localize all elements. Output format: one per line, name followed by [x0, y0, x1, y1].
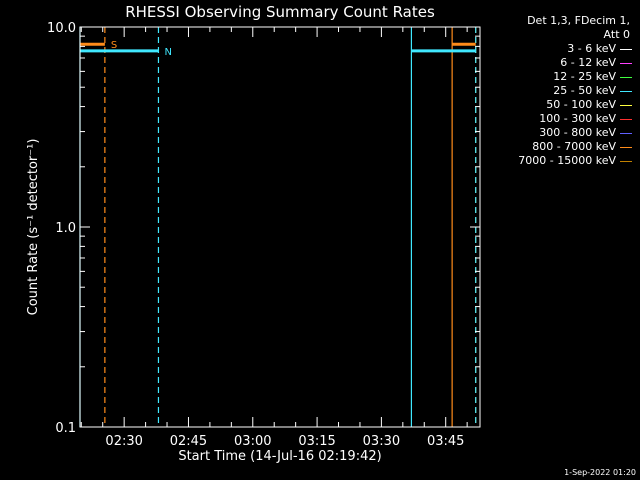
x-tick-label-1: 02:45: [170, 434, 207, 449]
legend-swatch: [620, 91, 632, 92]
legend-swatch: [620, 147, 632, 148]
x-axis-label: Start Time (14-Jul-16 02:19:42): [178, 449, 381, 464]
legend-entry: 7000 - 15000 keV: [480, 154, 636, 168]
legend-swatch: [620, 133, 632, 134]
legend-header-line2: Att 0: [603, 28, 630, 41]
legend-header-line1: Det 1,3, FDecim 1,: [527, 14, 630, 27]
legend-entry: 800 - 7000 keV: [480, 140, 636, 154]
legend-entry: 12 - 25 keV: [480, 70, 636, 84]
legend-entry: 100 - 300 keV: [480, 112, 636, 126]
y-tick-label-2: 0.1: [55, 421, 76, 436]
legend-entry-label: 25 - 50 keV: [553, 84, 616, 97]
legend: Det 1,3, FDecim 1, Att 0 3 - 6 keV 6 - 12…: [480, 14, 636, 168]
y-tick-label-0: 10.0: [47, 21, 76, 36]
y-axis-label: Count Rate (s⁻¹ detector⁻¹): [26, 139, 41, 316]
y-tick-label-1: 1.0: [55, 221, 76, 236]
legend-swatch: [620, 105, 632, 106]
legend-entry-label: 50 - 100 keV: [546, 98, 616, 111]
legend-swatch: [620, 77, 632, 78]
legend-entry-label: 12 - 25 keV: [553, 70, 616, 83]
legend-entry-label: 7000 - 15000 keV: [518, 154, 616, 167]
legend-swatch: [620, 63, 632, 64]
legend-entry-label: 3 - 6 keV: [567, 42, 616, 55]
x-tick-label-5: 03:45: [427, 434, 464, 449]
legend-swatch: [620, 49, 632, 50]
legend-entry: 25 - 50 keV: [480, 84, 636, 98]
legend-entry-label: 100 - 300 keV: [539, 112, 616, 125]
x-tick-label-3: 03:15: [298, 434, 335, 449]
legend-entry: 50 - 100 keV: [480, 98, 636, 112]
legend-entry: 6 - 12 keV: [480, 56, 636, 70]
interval-segment-label-0: S: [111, 40, 117, 51]
interval-segment-label-1: N: [164, 47, 171, 58]
legend-swatch: [620, 119, 632, 120]
x-tick-label-0: 02:30: [105, 434, 142, 449]
x-tick-label-4: 03:30: [363, 434, 400, 449]
legend-swatch: [620, 161, 632, 162]
plot-frame: [79, 26, 481, 428]
legend-entry: 300 - 800 keV: [480, 126, 636, 140]
legend-entry-label: 6 - 12 keV: [560, 56, 616, 69]
legend-entry-label: 300 - 800 keV: [539, 126, 616, 139]
legend-entry-label: 800 - 7000 keV: [532, 140, 616, 153]
footer-date: 1-Sep-2022 01:20: [564, 468, 636, 477]
chart-title: RHESSI Observing Summary Count Rates: [125, 3, 435, 21]
x-tick-label-2: 03:00: [234, 434, 271, 449]
legend-entry: 3 - 6 keV: [480, 42, 636, 56]
